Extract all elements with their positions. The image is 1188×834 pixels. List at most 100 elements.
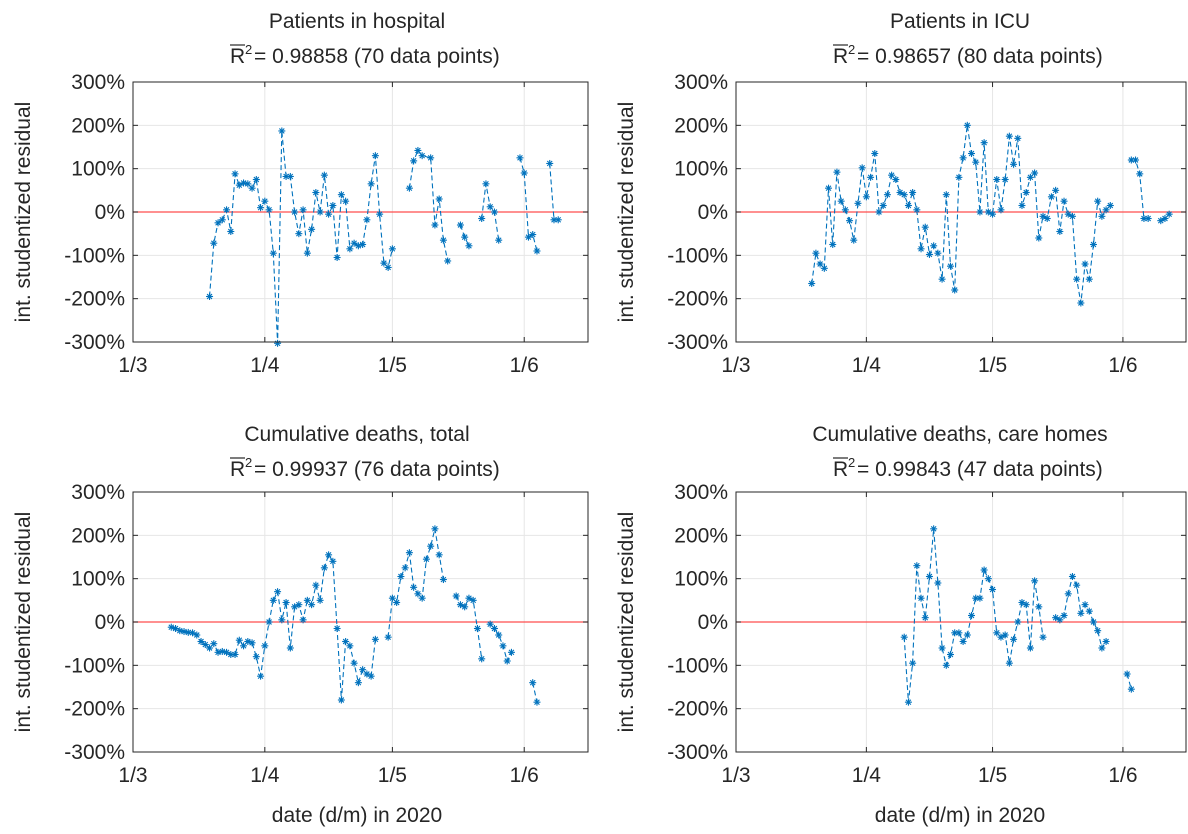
data-point xyxy=(976,208,984,216)
data-point xyxy=(350,659,358,667)
data-point xyxy=(473,625,481,632)
x-tick-label: 1/6 xyxy=(510,354,539,377)
data-point xyxy=(1039,633,1047,641)
data-point xyxy=(405,184,413,192)
data-point xyxy=(934,579,942,587)
data-point xyxy=(342,638,350,645)
data-point xyxy=(1022,189,1030,196)
data-point xyxy=(837,197,845,205)
panel-cumulative-deaths-total: Cumulative deaths, total R 2 = 0.99937 (… xyxy=(12,423,589,827)
data-point xyxy=(955,173,963,181)
data-point xyxy=(1094,197,1102,205)
x-tick-label: 1/4 xyxy=(852,354,882,377)
data-point xyxy=(499,642,507,650)
stat-text: = 0.99937 (76 data points) xyxy=(254,458,500,481)
data-point xyxy=(257,204,265,212)
data-point xyxy=(346,642,354,650)
data-point xyxy=(465,242,473,250)
y-tick-label: -200% xyxy=(64,288,125,311)
stat-text: = 0.99843 (47 data points) xyxy=(857,458,1103,481)
x-tick-label: 1/3 xyxy=(118,354,147,377)
y-tick-label: 200% xyxy=(674,524,728,547)
data-point xyxy=(435,551,443,559)
data-point xyxy=(435,195,443,203)
data-point xyxy=(431,525,439,533)
data-point xyxy=(439,576,447,584)
data-point xyxy=(1102,206,1110,214)
data-point xyxy=(278,127,286,135)
data-point xyxy=(422,555,430,563)
data-point xyxy=(1081,260,1089,268)
data-point xyxy=(1073,275,1081,283)
x-axis-label: date (d/m) in 2020 xyxy=(875,804,1045,827)
data-point xyxy=(363,216,371,224)
data-point xyxy=(299,206,307,214)
data-point xyxy=(976,594,984,602)
data-point xyxy=(1161,215,1169,222)
x-tick-label: 1/3 xyxy=(118,764,147,787)
data-point xyxy=(989,586,997,593)
series-line-segment xyxy=(532,682,538,703)
data-point xyxy=(193,631,201,639)
chart-title: Cumulative deaths, total xyxy=(244,423,469,446)
series-line-segment xyxy=(811,125,1111,304)
series-line-segment xyxy=(387,528,444,638)
data-point xyxy=(410,157,418,165)
data-point xyxy=(1060,612,1068,619)
data-point xyxy=(478,655,486,663)
y-tick-label: 200% xyxy=(674,114,728,137)
data-point xyxy=(913,562,921,570)
data-point xyxy=(461,233,469,241)
data-point xyxy=(291,208,299,216)
data-point xyxy=(946,262,954,270)
data-point xyxy=(427,154,435,162)
data-point xyxy=(180,628,188,636)
data-point xyxy=(820,264,828,272)
data-point xyxy=(904,698,912,706)
chart-title: Patients in ICU xyxy=(890,10,1030,33)
data-point xyxy=(1127,685,1135,693)
data-point xyxy=(516,154,524,162)
data-point xyxy=(439,236,447,244)
data-point xyxy=(942,191,950,199)
stat-text: = 0.98858 (70 data points) xyxy=(254,45,500,68)
data-point xyxy=(333,625,341,632)
data-point xyxy=(955,629,963,637)
data-point xyxy=(883,191,891,199)
data-point xyxy=(1089,241,1097,248)
data-point xyxy=(227,228,235,235)
x-tick-label: 1/5 xyxy=(378,764,407,787)
data-point xyxy=(303,596,311,604)
data-point xyxy=(354,679,362,687)
y-tick-label: 200% xyxy=(71,114,125,137)
data-point xyxy=(938,275,946,283)
data-point xyxy=(218,216,226,224)
data-point xyxy=(206,293,214,300)
data-point xyxy=(427,542,435,550)
data-point xyxy=(265,206,273,214)
data-point xyxy=(274,588,282,596)
data-point xyxy=(1068,212,1076,220)
data-point xyxy=(312,581,320,589)
data-point xyxy=(921,614,929,622)
data-point xyxy=(261,197,269,205)
data-point xyxy=(1068,573,1076,580)
y-tick-label: -100% xyxy=(64,244,125,267)
data-point xyxy=(231,651,239,658)
data-point xyxy=(1052,186,1060,194)
data-point xyxy=(930,242,938,250)
data-point xyxy=(1085,607,1093,615)
data-point xyxy=(329,557,337,565)
data-point xyxy=(1010,635,1018,643)
data-point xyxy=(337,191,345,199)
stat-line: R 2 = 0.98858 (70 data points) xyxy=(230,42,500,68)
data-point xyxy=(308,225,316,233)
stat-symbol: R xyxy=(230,458,245,481)
data-point xyxy=(1098,644,1106,652)
y-tick-label: -300% xyxy=(64,741,125,764)
data-point xyxy=(325,210,333,218)
x-tick-label: 1/6 xyxy=(510,764,539,787)
data-point xyxy=(529,679,537,687)
data-point xyxy=(282,599,290,606)
data-point xyxy=(841,206,849,214)
